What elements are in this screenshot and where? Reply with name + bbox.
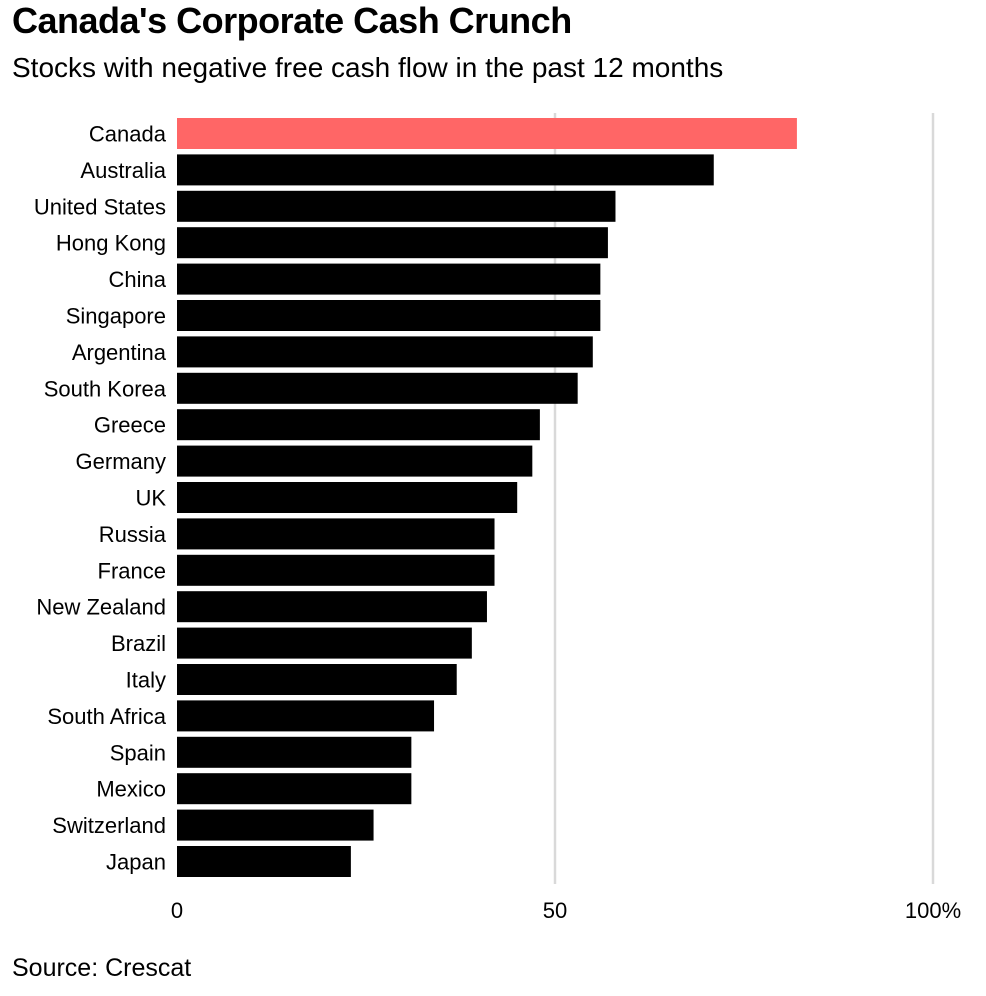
- bar-germany: [177, 445, 533, 477]
- category-label-japan: Japan: [106, 850, 166, 875]
- category-label-germany: Germany: [76, 449, 166, 474]
- bar-russia: [177, 518, 495, 550]
- category-label-south-africa: South Africa: [47, 704, 166, 729]
- bar-spain: [177, 736, 412, 768]
- category-label-argentina: Argentina: [72, 340, 167, 365]
- category-label-australia: Australia: [80, 158, 166, 183]
- bar-united-states: [177, 190, 616, 222]
- bar-france: [177, 554, 495, 586]
- category-label-new-zealand: New Zealand: [36, 595, 166, 620]
- bar-switzerland: [177, 809, 374, 841]
- bar-canada: [177, 118, 797, 149]
- grid-layer: [553, 113, 935, 884]
- tick-label-layer: 0 50 100%: [171, 898, 961, 923]
- bar-south-korea: [177, 372, 578, 404]
- category-label-uk: UK: [135, 486, 166, 511]
- bar-uk: [177, 482, 518, 513]
- bar-south-africa: [177, 700, 435, 732]
- category-label-russia: Russia: [99, 522, 167, 547]
- x-tick-label: 0: [171, 898, 183, 923]
- category-label-greece: Greece: [94, 413, 166, 438]
- category-label-brazil: Brazil: [111, 631, 166, 656]
- bar-brazil: [177, 627, 472, 659]
- bar-australia: [177, 154, 714, 186]
- category-label-layer: Canada Australia United States Hong Kong Chi…: [34, 122, 167, 875]
- bar-new-zealand: [177, 591, 487, 623]
- category-label-canada: Canada: [89, 122, 167, 147]
- chart-subtitle: Stocks with negative free cash flow in t…: [12, 52, 724, 83]
- category-label-france: France: [98, 558, 166, 583]
- category-label-italy: Italy: [126, 668, 166, 693]
- source-note: Source: Crescat: [12, 954, 192, 982]
- category-label-switzerland: Switzerland: [52, 813, 166, 838]
- x-tick-label: 50: [543, 898, 567, 923]
- bar-argentina: [177, 336, 593, 368]
- x-tick-label: 100%: [905, 898, 961, 923]
- bar-china: [177, 263, 601, 295]
- bar-japan: [177, 846, 351, 877]
- bar-italy: [177, 664, 457, 695]
- bar-singapore: [177, 300, 601, 331]
- chart-title: Canada's Corporate Cash Crunch: [12, 0, 572, 41]
- bar-mexico: [177, 773, 412, 805]
- bar-layer: [177, 118, 797, 877]
- bar-greece: [177, 409, 540, 441]
- category-label-spain: Spain: [110, 740, 166, 765]
- bar-hong-kong: [177, 227, 608, 259]
- category-label-mexico: Mexico: [96, 777, 166, 802]
- category-label-hong-kong: Hong Kong: [56, 231, 166, 256]
- category-label-united-states: United States: [34, 194, 166, 219]
- category-label-singapore: Singapore: [66, 304, 166, 329]
- category-label-china: China: [109, 267, 167, 292]
- category-label-south-korea: South Korea: [44, 376, 167, 401]
